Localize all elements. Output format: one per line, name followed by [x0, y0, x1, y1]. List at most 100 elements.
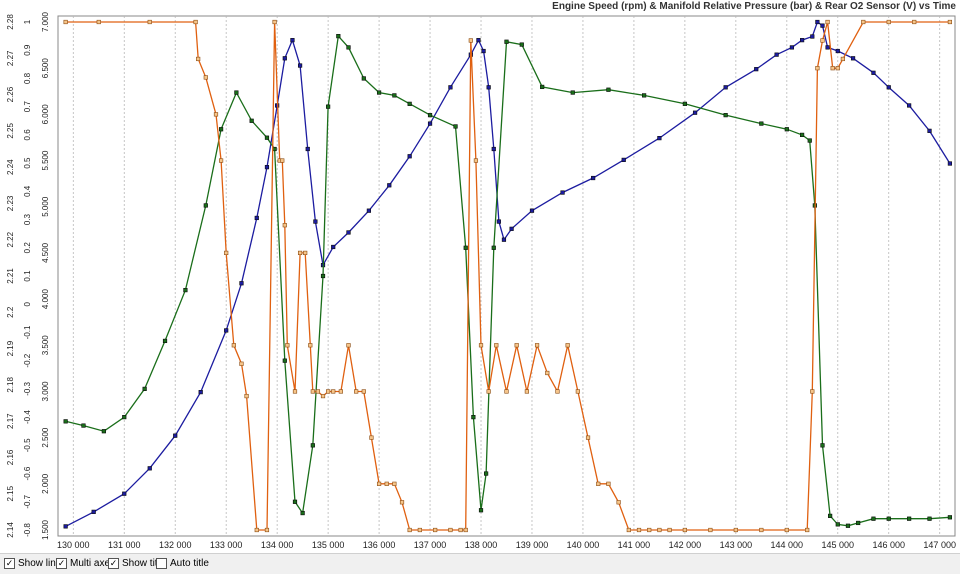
series-o2-point: [789, 45, 795, 50]
series-o2-point: [122, 491, 127, 496]
series-rpm-point: [254, 527, 259, 533]
series-o2-point: [657, 136, 662, 141]
multi-axes-checkbox[interactable]: ✓: [56, 558, 67, 569]
series-o2-point: [850, 56, 856, 61]
show-lines-label: Show lines: [18, 558, 67, 569]
auto-title-checkbox[interactable]: [156, 558, 167, 569]
x-tick-label: 141 000: [618, 540, 651, 550]
pressure-tick-label: -0.7: [23, 494, 32, 508]
series-pressure-point: [570, 90, 575, 95]
series-rpm-point: [326, 389, 331, 394]
series-pressure-point: [142, 386, 147, 391]
series-pressure-point: [81, 423, 86, 428]
rpm-tick-label: 1.500: [41, 519, 50, 540]
x-tick-label: 134 000: [261, 540, 294, 550]
series-rpm-point: [369, 435, 374, 440]
series-rpm-point: [315, 389, 321, 394]
pressure-tick-label: 0: [23, 301, 32, 306]
series-pressure-point: [820, 443, 825, 448]
x-tick-label: 132 000: [159, 540, 192, 550]
series-rpm-point: [433, 527, 438, 533]
rpm-tick-label: 7.000: [41, 11, 50, 32]
series-o2-point: [313, 219, 318, 224]
series-pressure-point: [504, 39, 509, 44]
auto-title-option[interactable]: Auto title: [156, 558, 209, 569]
series-o2-point: [496, 219, 501, 224]
auto-title-label: Auto title: [170, 558, 209, 569]
plot-frame: [57, 15, 956, 537]
pressure-tick-label: -0.3: [23, 381, 32, 395]
x-tick-label: 147 000: [923, 540, 956, 550]
series-rpm-point: [494, 343, 499, 348]
series-o2-point: [486, 85, 491, 90]
series-pressure-point: [218, 127, 224, 132]
series-o2-point: [407, 154, 412, 159]
series-rpm-point: [196, 56, 201, 62]
x-axis: 130 000 131 000 132 000 133 000 134 000 135 0…: [57, 540, 956, 550]
series-rpm-point: [272, 19, 277, 25]
series-rpm-point: [545, 370, 550, 376]
series-rpm-point: [810, 389, 815, 394]
series-pressure-point: [463, 245, 468, 250]
series-rpm-point: [504, 389, 509, 394]
series-o2-point: [198, 390, 203, 395]
series-o2-point: [692, 110, 698, 115]
show-title-label: Show title: [122, 558, 166, 569]
rpm-tick-label: 2.500: [41, 427, 50, 448]
series-rpm-point: [667, 527, 672, 533]
series-rpm-point: [555, 389, 560, 394]
series-o2-point: [173, 433, 178, 438]
series-rpm-point: [585, 435, 591, 440]
series-pressure-point: [835, 522, 840, 527]
series-rpm-point: [203, 75, 208, 80]
series-o2-point: [810, 34, 815, 39]
series-rpm-point: [63, 19, 68, 25]
series-rpm-point: [147, 19, 152, 25]
series-rpm-point: [682, 527, 687, 533]
pressure-tick-label: 0.5: [23, 157, 32, 169]
o2-tick-label: 2.17: [6, 413, 15, 429]
rpm-tick-label: 6.500: [41, 58, 50, 79]
series-rpm-point: [310, 389, 315, 394]
series-rpm-point: [297, 250, 303, 256]
series-rpm-point: [616, 500, 621, 505]
multi-axes-option[interactable]: ✓ Multi axes: [56, 558, 115, 569]
series-pressure-point: [326, 104, 331, 109]
x-tick-label: 135 000: [312, 540, 345, 550]
pressure-tick-label: -0.8: [23, 523, 32, 537]
x-tick-label: 145 000: [822, 540, 855, 550]
series-rpm-point: [565, 343, 570, 348]
rpm-tick-label: 3.500: [41, 335, 50, 356]
series-o2-point: [560, 190, 565, 195]
series-pressure-point: [947, 515, 953, 520]
pressure-tick-label: -0.2: [23, 353, 32, 367]
o2-tick-label: 2.2: [6, 306, 15, 318]
rpm-tick-label: 5.500: [41, 150, 50, 171]
show-title-checkbox[interactable]: ✓: [108, 558, 119, 569]
show-lines-option[interactable]: ✓ Show lines: [4, 558, 66, 569]
series-pressure-point: [249, 118, 254, 123]
series-rpm-point: [708, 527, 713, 533]
series-pressure-point: [282, 358, 287, 363]
series-rpm-point: [534, 343, 540, 348]
series-rpm-line: [65, 21, 950, 531]
series-rpm-point: [861, 19, 866, 25]
series-pressure-point: [828, 513, 833, 518]
o2-tick-label: 2.26: [6, 86, 15, 102]
show-title-option[interactable]: ✓ Show title: [108, 558, 165, 569]
series-pressure-point: [361, 76, 366, 81]
o2-tick-label: 2.25: [6, 123, 15, 139]
series-o2-point: [501, 237, 507, 242]
series-pressure-point: [407, 101, 412, 106]
x-tick-label: 131 000: [108, 540, 141, 550]
series-rpm-point: [596, 481, 601, 486]
series-rpm-point: [282, 223, 287, 228]
show-lines-checkbox[interactable]: ✓: [4, 558, 15, 569]
series-rpm-point: [308, 343, 313, 348]
series-o2-point: [91, 509, 96, 514]
series-o2-point: [282, 56, 287, 61]
series-pressure-point: [807, 138, 812, 143]
series-pressure-point: [484, 471, 489, 476]
series-rpm-point: [657, 527, 662, 533]
o2-tick-label: 2.18: [6, 377, 15, 393]
